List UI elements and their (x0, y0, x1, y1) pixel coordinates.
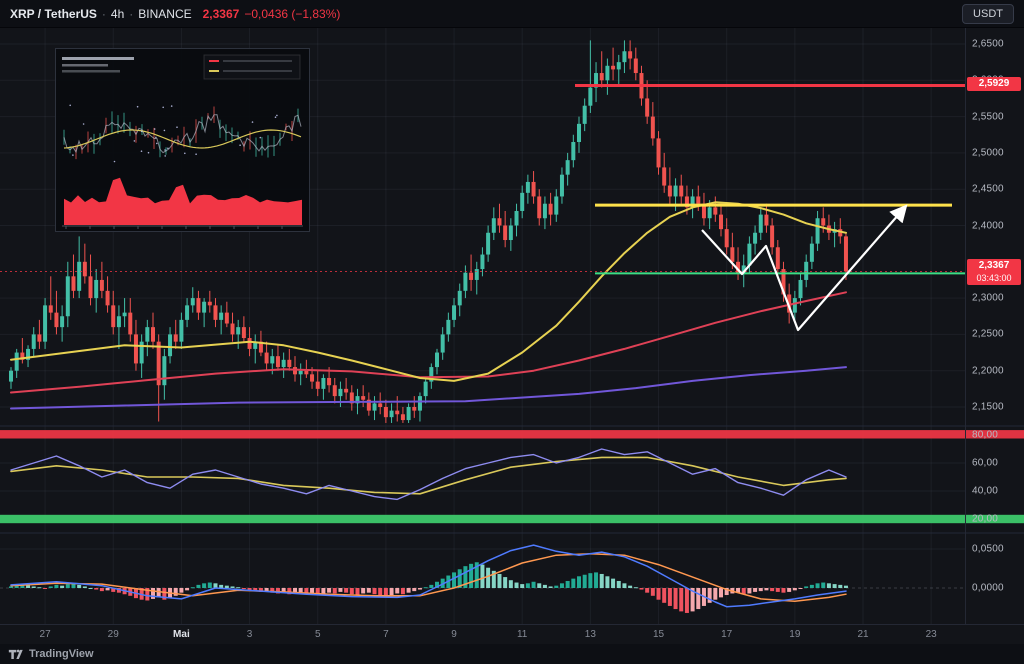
tradingview-logo-icon[interactable] (8, 647, 23, 661)
time-axis-label: 13 (584, 629, 596, 640)
footer-bar: TradingView (0, 644, 1024, 664)
interval-label[interactable]: 4h (110, 6, 125, 21)
time-axis-label: 23 (925, 629, 937, 640)
separator-dot: · (129, 6, 134, 21)
rsi-oversold-band (0, 514, 1024, 524)
time-axis-label: 27 (39, 629, 51, 640)
time-axis-label: 3 (246, 629, 253, 640)
symbol-toolbar: XRP / TetherUS · 4h · BINANCE 2,3367 −0,… (0, 0, 1024, 28)
symbol-name[interactable]: XRP / TetherUS (10, 6, 97, 21)
macd-signal-line (10, 552, 847, 603)
time-axis-label: 15 (652, 629, 665, 640)
time-axis-label: 17 (721, 629, 733, 640)
price-axis-label: 2,2500 (972, 328, 1004, 340)
exchange-label: BINANCE (138, 6, 192, 21)
trend-arrow-drawing[interactable] (701, 204, 908, 332)
time-axis[interactable]: 27 29 Mai 3 5 7 9 11 13 15 17 19 21 23 (0, 624, 1024, 644)
badge-price-text: 2,3367 (978, 260, 1010, 272)
price-badge-last-price: 2,3367 03:43:00 (967, 259, 1021, 286)
rsi-axis-label: 80,00 (972, 429, 999, 441)
time-axis-label: 9 (451, 629, 457, 640)
time-axis-label: 5 (314, 629, 321, 640)
currency-toggle-button[interactable]: USDT (962, 3, 1014, 24)
price-axis-label: 2,3000 (972, 292, 1004, 304)
rsi-axis-label: 40,00 (972, 485, 999, 497)
price-badge-resistance: 2,5929 (967, 77, 1021, 92)
rsi-axis-label: 60,00 (972, 457, 999, 469)
ma-red-line (10, 291, 847, 394)
rsi-fast-line (10, 448, 847, 501)
price-axis[interactable]: 2,5929 2,3367 03:43:00 2,65002,60002,550… (965, 28, 1024, 624)
time-axis-label: 19 (789, 629, 801, 640)
price-axis-label: 2,4500 (972, 183, 1004, 195)
time-axis-label: Mai (173, 629, 190, 640)
time-axis-label: 21 (857, 629, 869, 640)
macd-line (10, 544, 847, 608)
candle-countdown: 03:43:00 (976, 273, 1012, 284)
time-axis-label: 11 (516, 629, 528, 640)
separator-dot: · (101, 6, 106, 21)
price-axis-label: 2,2000 (972, 365, 1004, 377)
time-axis-label: 29 (107, 629, 119, 640)
symbol-info[interactable]: XRP / TetherUS · 4h · BINANCE 2,3367 −0,… (10, 7, 340, 21)
tradingview-brand-text[interactable]: TradingView (29, 648, 94, 660)
macd-histogram (9, 562, 848, 613)
macd-axis-label: 0,0000 (972, 582, 1004, 594)
inset-chart-thumbnail[interactable] (55, 48, 310, 232)
last-price-value: 2,3367 (202, 6, 240, 21)
price-axis-label: 2,5500 (972, 111, 1004, 123)
time-axis-label: 7 (383, 629, 389, 640)
macd-axis-label: 0,0500 (972, 543, 1004, 555)
rsi-axis-label: 20,00 (972, 513, 999, 525)
rsi-slow-line (10, 456, 847, 495)
price-axis-label: 2,4000 (972, 220, 1004, 231)
price-axis-label: 2,6500 (972, 38, 1004, 50)
price-axis-label: 2,1500 (972, 401, 1004, 413)
price-change-value: −0,0436 (−1,83%) (244, 6, 341, 21)
price-axis-label: 2,5000 (972, 147, 1004, 159)
inset-mini-chart (62, 54, 303, 229)
rsi-overbought-band (0, 430, 1024, 439)
candlestick-series (9, 40, 848, 423)
ma-purple-line (10, 366, 847, 410)
